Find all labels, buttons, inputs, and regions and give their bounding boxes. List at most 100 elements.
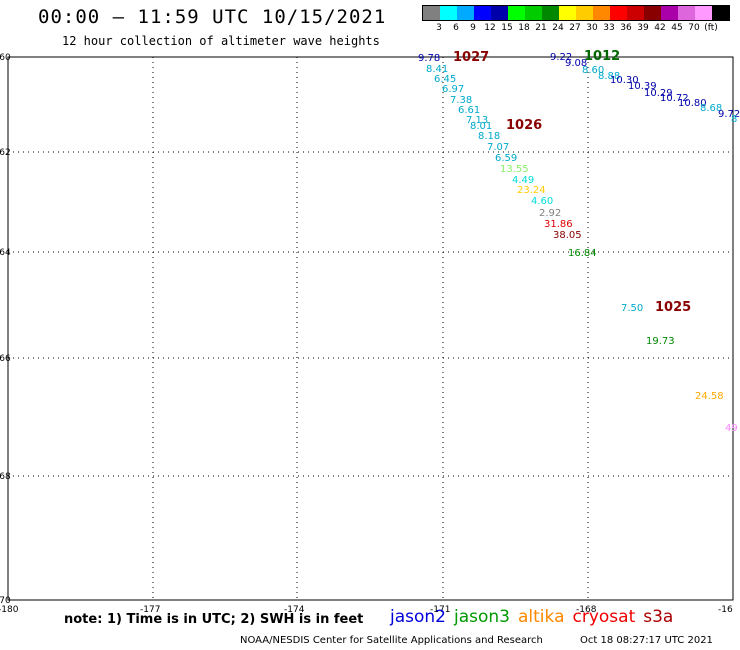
wave-height-value: 9.72 — [718, 109, 740, 120]
color-scale-swatch — [474, 6, 491, 20]
longitude-label: -180 — [0, 605, 19, 615]
color-scale-swatches — [422, 5, 730, 21]
color-scale-label: 6 — [453, 23, 459, 33]
wave-height-value: 10.72 — [660, 93, 689, 104]
color-scale-swatch — [508, 6, 525, 20]
wave-height-value: 10.30 — [610, 75, 639, 86]
wave-height-value: 8.01 — [470, 121, 492, 132]
latitude-label: -64 — [0, 248, 11, 258]
color-scale-label: 30 — [586, 23, 598, 33]
color-scale-label: 21 — [535, 23, 547, 33]
longitude-label: -177 — [140, 605, 160, 615]
color-scale-label: 24 — [552, 23, 564, 33]
color-scale-label: 27 — [569, 23, 581, 33]
wave-height-value: 38.05 — [553, 230, 582, 241]
legend-satellite: jason2 — [390, 607, 446, 627]
wave-height-value: 9.78 — [418, 53, 440, 64]
pressure-center-label: 1026 — [506, 118, 542, 133]
legend-satellite: jason3 — [454, 607, 510, 627]
longitude-label: -171 — [430, 605, 450, 615]
color-scale-swatch — [457, 6, 474, 20]
pressure-labels: 1027 1026 1025 1012 — [453, 49, 691, 315]
pressure-center-label: 1025 — [655, 300, 691, 315]
color-scale-label: 33 — [603, 23, 615, 33]
map-frame — [7, 56, 734, 601]
wave-height-value: 8.60 — [582, 65, 604, 76]
wave-height-value: 7.38 — [450, 95, 472, 106]
map-subtitle: 12 hour collection of altimeter wave hei… — [62, 34, 380, 48]
color-scale-label: 36 — [620, 23, 632, 33]
color-scale-label: 15 — [501, 23, 513, 33]
legend-satellite: altika — [518, 607, 565, 627]
color-scale-swatch — [610, 6, 627, 20]
wave-height-value: 10.29 — [644, 88, 673, 99]
color-scale-swatch — [712, 6, 729, 20]
color-scale-label: 45 — [671, 23, 683, 33]
color-scale-swatch — [491, 6, 508, 20]
wave-height-value: 19.73 — [646, 336, 675, 347]
color-scale-swatch — [542, 6, 559, 20]
wave-height-value: 6.61 — [458, 105, 480, 116]
wave-height-labels: 9.788.416.456.977.386.617.138.018.187.07… — [418, 52, 740, 434]
color-scale-label: 3 — [436, 23, 442, 33]
color-scale-swatch — [644, 6, 661, 20]
latitude-label: -62 — [0, 148, 11, 158]
longitude-label: -168 — [576, 605, 597, 615]
color-scale-labels: 3 6 9 12 15 18 21 24 27 30 33 36 39 42 45 70 (ft) — [422, 21, 730, 35]
wave-height-color-scale: 3 6 9 12 15 18 21 24 27 30 33 36 39 42 45 70 (ft) — [422, 5, 730, 35]
color-scale-label: 70 — [688, 23, 700, 33]
color-scale-label: 9 — [470, 23, 476, 33]
footer-note: note: 1) Time is in UTC; 2) SWH is in fe… — [64, 612, 364, 627]
wave-height-value: 6.59 — [495, 153, 517, 164]
longitude-label: -174 — [284, 605, 305, 615]
satellite-legend: jason2 jason3 altika cryosat s3a — [390, 607, 681, 627]
axis-labels: -180 -177 -174 -171 -168 -16 -60 -62 -64 -66 -68 -7… — [0, 53, 733, 615]
wave-height-value: 6.45 — [434, 74, 456, 85]
wave-height-value: 31.86 — [544, 219, 573, 230]
wave-height-value: 9.22 — [550, 52, 572, 63]
color-scale-swatch — [678, 6, 695, 20]
wave-height-value: 4.60 — [531, 196, 553, 207]
credit-text: NOAA/NESDIS Center for Satellite Applica… — [240, 635, 543, 646]
color-scale-swatch — [593, 6, 610, 20]
color-scale-swatch — [661, 6, 678, 20]
color-scale-swatch — [627, 6, 644, 20]
wave-height-value: 6.97 — [442, 84, 464, 95]
wave-height-value: 7.07 — [487, 142, 509, 153]
wave-height-value: 16.84 — [568, 248, 597, 259]
wave-height-value: 24.58 — [695, 391, 724, 402]
pressure-center-label: 1027 — [453, 50, 489, 65]
wave-height-value: 8.68 — [700, 103, 722, 114]
wave-height-value: 13.55 — [500, 164, 529, 175]
wave-height-value: 2.92 — [539, 208, 561, 219]
wave-height-value: 7.13 — [466, 115, 488, 126]
color-scale-label: 12 — [484, 23, 496, 33]
legend-satellite: s3a — [643, 607, 674, 627]
latitude-label: -66 — [0, 354, 11, 364]
wave-height-value: 7.50 — [621, 303, 643, 314]
color-scale-label: (ft) — [704, 23, 718, 33]
wave-height-value: 8.41 — [426, 64, 448, 75]
wave-height-value: 8.18 — [478, 131, 500, 142]
wave-height-value: 8.88 — [598, 71, 620, 82]
color-scale-swatch — [525, 6, 542, 20]
generated-timestamp: Oct 18 08:27:17 UTC 2021 — [580, 635, 713, 646]
latitude-label: -70 — [0, 596, 11, 606]
map-title: 00:00 – 11:59 UTC 10/15/2021 — [38, 6, 387, 28]
wave-height-value: 9.08 — [565, 58, 587, 69]
color-scale-swatch — [559, 6, 576, 20]
color-scale-label: 39 — [637, 23, 649, 33]
color-scale-swatch — [440, 6, 457, 20]
wave-height-value: 23.24 — [517, 185, 546, 196]
color-scale-label: 18 — [518, 23, 530, 33]
latitude-label: -68 — [0, 472, 11, 482]
wave-height-value: 49 — [725, 423, 738, 434]
legend-satellite: cryosat — [572, 607, 636, 627]
color-scale-swatch — [576, 6, 593, 20]
longitude-label: -16 — [718, 605, 733, 615]
color-scale-swatch — [695, 6, 712, 20]
color-scale-label: 42 — [654, 23, 666, 33]
wave-height-value: 10.39 — [628, 81, 657, 92]
latitude-label: -60 — [0, 53, 11, 63]
